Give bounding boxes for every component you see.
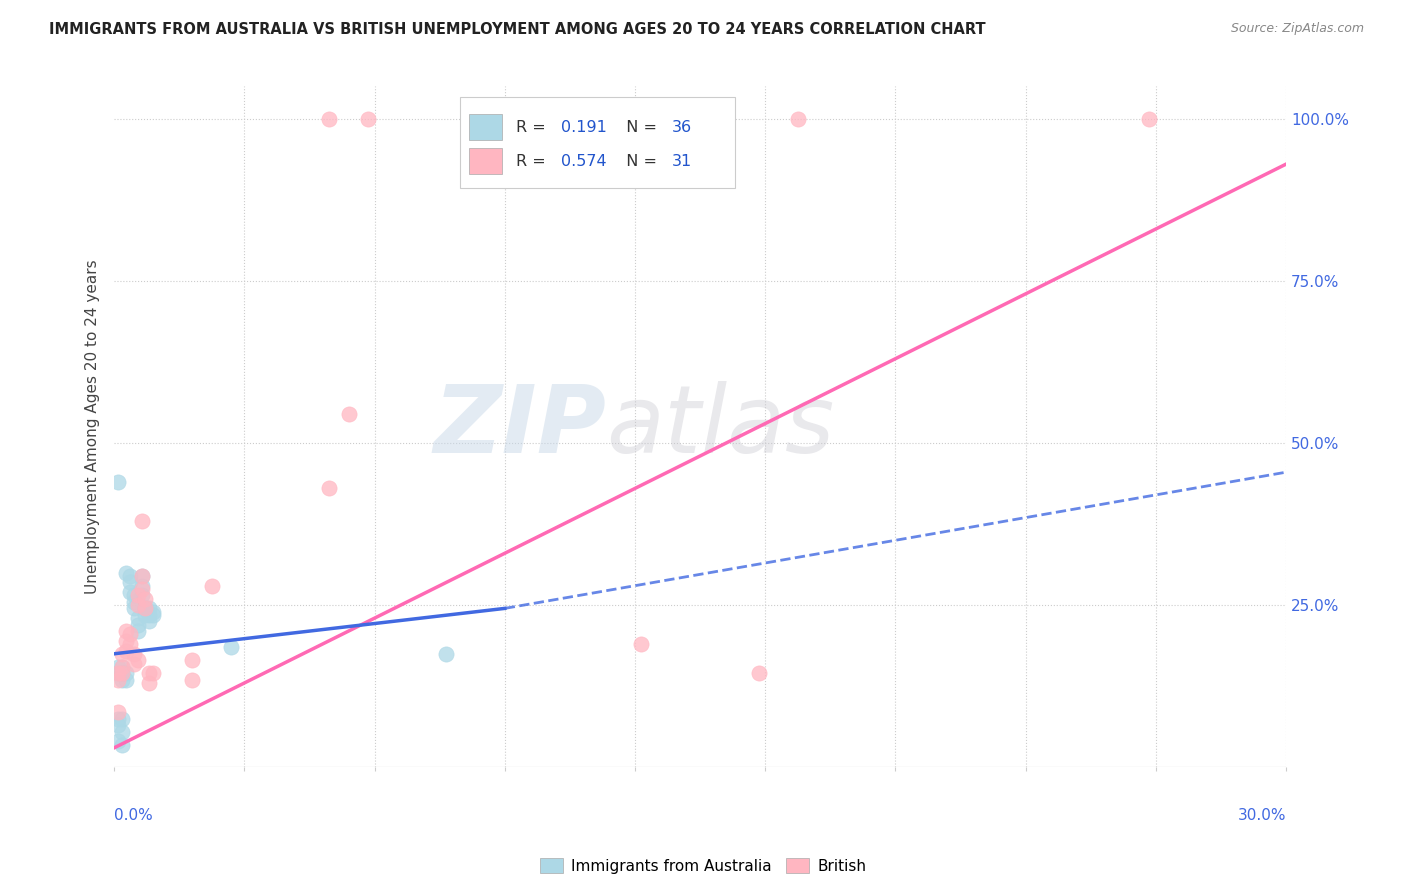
Bar [460, 96, 735, 188]
Point [122, 589, 145, 603]
Point [138, 666, 160, 681]
Text: N =: N = [616, 153, 662, 169]
Point [107, 734, 129, 748]
Bar [470, 114, 502, 140]
Point [118, 569, 141, 583]
Point [115, 633, 138, 648]
Point [107, 673, 129, 687]
Bar [470, 148, 502, 174]
Point [131, 514, 153, 528]
Text: IMMIGRANTS FROM AUSTRALIA VS BRITISH UNEMPLOYMENT AMONG AGES 20 TO 24 YEARS CORR: IMMIGRANTS FROM AUSTRALIA VS BRITISH UNE… [49, 22, 986, 37]
Point [131, 569, 153, 583]
Point [318, 482, 340, 496]
Point [111, 659, 134, 673]
Text: 30.0%: 30.0% [1237, 808, 1286, 823]
Point [122, 657, 145, 671]
Point [115, 624, 138, 638]
Point [107, 666, 129, 681]
Point [134, 601, 156, 615]
Text: R =: R = [516, 153, 551, 169]
Point [107, 718, 129, 732]
Text: 0.574: 0.574 [561, 153, 606, 169]
Point [142, 666, 165, 681]
Point [122, 601, 145, 615]
Point [434, 647, 457, 661]
Point [111, 666, 134, 681]
Point [318, 112, 340, 126]
Text: atlas: atlas [606, 381, 835, 473]
Point [138, 615, 160, 629]
Point [138, 607, 160, 622]
Point [142, 605, 165, 619]
Point [127, 589, 149, 603]
Point [118, 575, 141, 590]
Point [122, 647, 145, 661]
Point [134, 591, 156, 606]
Point [181, 673, 204, 687]
Point [127, 653, 149, 667]
Point [107, 666, 129, 681]
Point [131, 579, 153, 593]
Point [748, 666, 770, 681]
Point [107, 712, 129, 726]
Text: Source: ZipAtlas.com: Source: ZipAtlas.com [1230, 22, 1364, 36]
Text: 36: 36 [672, 120, 692, 135]
Point [115, 666, 138, 681]
Point [115, 566, 138, 580]
Legend: Immigrants from Australia, British: Immigrants from Australia, British [534, 852, 872, 880]
Point [201, 579, 224, 593]
Point [630, 637, 652, 651]
Point [111, 647, 134, 661]
Point [131, 569, 153, 583]
Point [131, 582, 153, 596]
Point [115, 673, 138, 687]
Point [111, 659, 134, 673]
Point [181, 653, 204, 667]
Point [127, 624, 149, 638]
Point [134, 601, 156, 615]
Y-axis label: Unemployment Among Ages 20 to 24 years: Unemployment Among Ages 20 to 24 years [86, 260, 100, 594]
Text: 0.191: 0.191 [561, 120, 606, 135]
Point [138, 676, 160, 690]
Text: N =: N = [616, 120, 662, 135]
Point [107, 659, 129, 673]
Point [111, 673, 134, 687]
Point [786, 112, 808, 126]
Point [118, 627, 141, 641]
Point [131, 589, 153, 603]
Point [118, 585, 141, 599]
Point [127, 611, 149, 625]
Point [111, 738, 134, 752]
Point [111, 712, 134, 726]
Point [221, 640, 243, 655]
Text: 0.0%: 0.0% [114, 808, 153, 823]
Point [1137, 112, 1160, 126]
Point [127, 617, 149, 632]
Point [118, 637, 141, 651]
Point [127, 598, 149, 612]
Point [138, 601, 160, 615]
Point [111, 724, 134, 739]
Point [115, 643, 138, 657]
Text: ZIP: ZIP [433, 381, 606, 473]
Text: 31: 31 [672, 153, 692, 169]
Point [111, 666, 134, 681]
Point [122, 595, 145, 609]
Point [107, 475, 129, 489]
Text: R =: R = [516, 120, 551, 135]
Point [357, 112, 380, 126]
Point [142, 607, 165, 622]
Point [107, 705, 129, 719]
Point [134, 607, 156, 622]
Point [337, 407, 360, 421]
